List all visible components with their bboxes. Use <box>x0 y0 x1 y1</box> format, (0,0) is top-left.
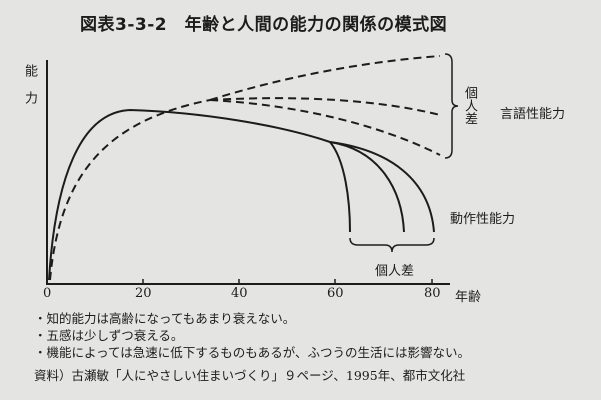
verbal-individual-diff-bracket <box>444 53 459 159</box>
source-citation: 資料）古瀬敏「人にやさしい住まいづくり」９ページ、1995年、都市文化社 <box>34 368 466 383</box>
x-tick-40: 40 <box>231 286 248 301</box>
x-axis-label: 年齢 <box>455 290 482 305</box>
verbal-ability-curves <box>49 55 441 281</box>
x-tick-0: 0 <box>43 286 52 301</box>
x-tick-80: 80 <box>424 286 441 301</box>
motor-ability-curves <box>48 108 435 281</box>
motor-branch-slow <box>329 141 435 233</box>
verbal-ability-label: 言語性能力 <box>500 107 566 122</box>
motor-branch-fast <box>329 141 351 233</box>
x-tick-60: 60 <box>327 286 344 301</box>
note-3: ・機能によっては急速に低下するものもあるが、ふつうの生活には影響ない。 <box>34 345 471 360</box>
note-1: ・知的能力は高齢になってもあまり衰えない。 <box>34 311 296 326</box>
verbal-branch-low <box>209 99 441 156</box>
motor-individual-diff-bracket <box>349 237 435 253</box>
verbal-ability-main-curve <box>49 99 211 281</box>
verbal-branch-mid <box>209 97 441 116</box>
x-tick-20: 20 <box>135 286 152 301</box>
verbal-branch-high <box>209 55 441 101</box>
note-2: ・五感は少しずつ衰える。 <box>34 328 184 343</box>
y-axis-label: 能力 <box>22 64 37 118</box>
motor-branch-mid <box>329 141 405 233</box>
figure-title: 図表3-3-2 年齢と人間の能力の関係の模式図 <box>80 15 448 35</box>
verbal-individual-diff-label: 個人差 <box>462 86 477 125</box>
motor-ability-label: 動作性能力 <box>450 212 516 227</box>
motor-ability-main-curve <box>48 108 331 281</box>
motor-individual-diff-label: 個人差 <box>375 264 415 279</box>
x-axis-ticks <box>142 279 433 284</box>
